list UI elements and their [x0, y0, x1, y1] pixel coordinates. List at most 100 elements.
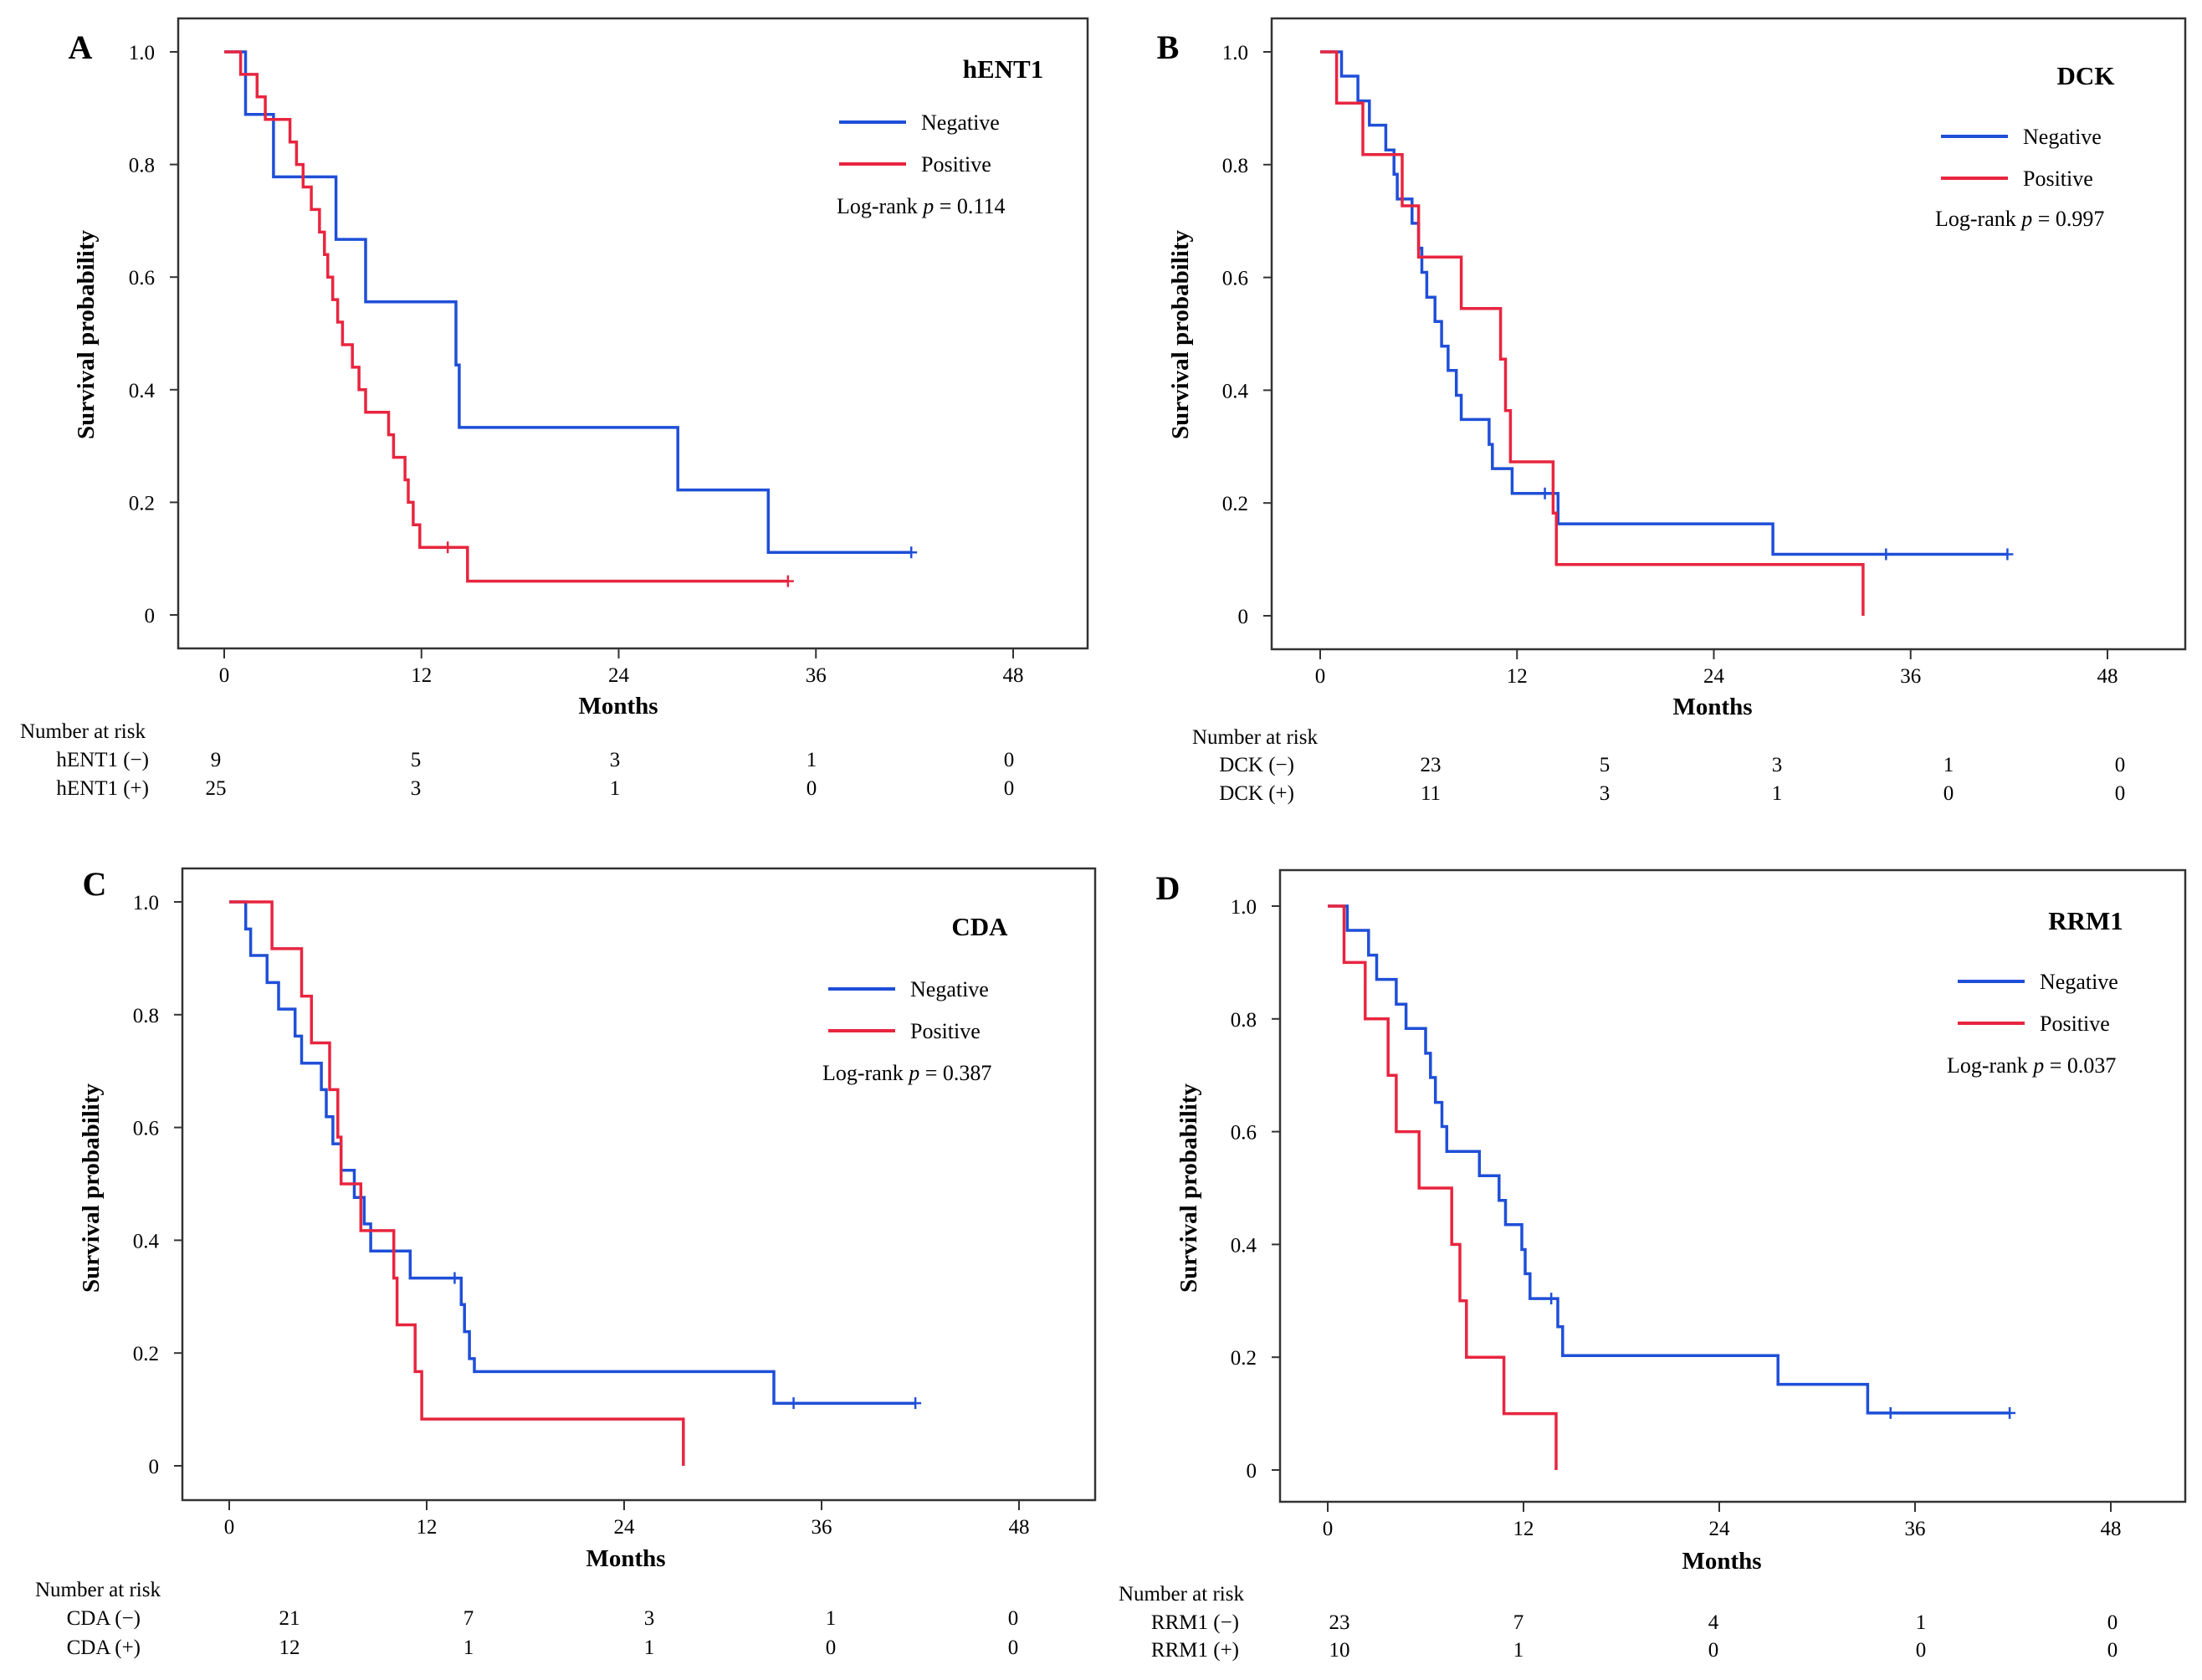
legend-label: Negative — [921, 110, 1000, 135]
risk-count: 25 — [206, 777, 227, 800]
risk-count: 0 — [1008, 1636, 1019, 1659]
y-tick-label: 0.8 — [133, 1005, 159, 1027]
plot-frame — [1278, 868, 2187, 1503]
log-rank-pvalue: Log-rank p = 0.387 — [822, 1061, 991, 1085]
log-rank-pvalue: Log-rank p = 0.114 — [837, 194, 1005, 218]
x-tick-label: 0 — [224, 1516, 235, 1539]
panel-d: D 0 12 24 36 48 0 0.2 0.4 0.6 0.8 1.0 Months Survival… — [1119, 868, 2187, 1662]
x-tick-label: 24 — [608, 664, 630, 687]
chart-title: CDA — [951, 912, 1008, 941]
x-tick-label: 48 — [1009, 1516, 1030, 1539]
risk-count: 7 — [1513, 1611, 1524, 1634]
risk-count: 23 — [1329, 1611, 1350, 1634]
risk-count: 5 — [1600, 754, 1611, 776]
y-tick-label: 0 — [149, 1456, 160, 1478]
x-tick-label: 36 — [806, 664, 827, 687]
risk-row-label: DCK (−) — [1219, 754, 1294, 776]
panel-a: A 0 12 24 36 48 0 0.2 0.4 0.6 0.8 1.0 Months Survival… — [20, 17, 1089, 800]
x-axis-label: Months — [578, 693, 658, 720]
y-tick-label: 1.0 — [133, 892, 159, 914]
censor-mark — [1880, 548, 1892, 561]
y-tick-label: 0.4 — [133, 1230, 160, 1252]
risk-row-label: RRM1 (+) — [1151, 1639, 1239, 1662]
risk-count: 10 — [1329, 1639, 1350, 1662]
risk-count: 1 — [463, 1636, 474, 1659]
y-tick-label: 0 — [1238, 606, 1249, 628]
censor-mark — [2001, 548, 2014, 561]
risk-count: 0 — [1916, 1639, 1927, 1662]
censor-mark — [1545, 1293, 1558, 1305]
y-tick-label: 0 — [145, 605, 156, 627]
y-tick-label: 0.4 — [1222, 380, 1249, 402]
plot-frame — [1270, 17, 2187, 651]
y-axis-label: Survival probability — [78, 1083, 105, 1293]
x-axis-label: Months — [1682, 1548, 1761, 1575]
survival-curve-positive — [229, 900, 685, 1466]
y-tick-label: 0.2 — [133, 1343, 159, 1365]
censor-mark — [442, 541, 454, 554]
panel-c: C 0 12 24 36 48 0 0.2 0.4 0.6 0.8 1.0 Months Survival… — [35, 865, 1097, 1659]
risk-count: 1 — [1916, 1611, 1927, 1634]
x-axis-label: Months — [1672, 694, 1752, 720]
y-tick-label: 0.6 — [133, 1118, 159, 1140]
censor-mark — [781, 575, 794, 587]
risk-table-heading: Number at risk — [35, 1579, 161, 1601]
risk-count: 21 — [279, 1607, 300, 1630]
risk-count: 1 — [826, 1607, 837, 1630]
x-tick-label: 12 — [1513, 1518, 1534, 1540]
risk-count: 0 — [1708, 1639, 1719, 1662]
survival-curve-positive — [224, 50, 788, 583]
y-axis-label: Survival probability — [1175, 1083, 1202, 1293]
y-axis-label: Survival probability — [73, 229, 100, 439]
risk-count: 5 — [411, 749, 422, 771]
panel-letter: D — [1156, 869, 1180, 907]
risk-count: 4 — [1708, 1611, 1719, 1634]
chart-title: DCK — [2057, 61, 2115, 90]
risk-count: 12 — [279, 1636, 300, 1659]
survival-curve-negative — [224, 50, 912, 555]
risk-row-label: RRM1 (−) — [1151, 1611, 1239, 1634]
risk-count: 3 — [644, 1607, 655, 1630]
panel-letter: B — [1157, 28, 1180, 66]
risk-count: 9 — [211, 749, 222, 771]
x-tick-label: 12 — [411, 664, 432, 687]
risk-row-label: DCK (+) — [1219, 782, 1294, 805]
panel-b: B 0 12 24 36 48 0 0.2 0.4 0.6 0.8 1.0 Months Survival… — [1157, 17, 2187, 805]
y-tick-label: 0.8 — [1231, 1009, 1257, 1032]
legend-label: Positive — [910, 1019, 981, 1043]
risk-count: 1 — [807, 749, 817, 771]
censor-mark — [448, 1272, 461, 1284]
risk-count: 7 — [463, 1607, 474, 1630]
survival-curve-positive — [1320, 50, 1865, 616]
risk-row-label: hENT1 (−) — [56, 749, 149, 771]
censor-mark — [2004, 1406, 2016, 1419]
risk-row-label: CDA (+) — [67, 1636, 141, 1659]
log-rank-pvalue: Log-rank p = 0.037 — [1947, 1053, 2116, 1078]
x-tick-label: 36 — [812, 1516, 832, 1539]
y-tick-label: 1.0 — [129, 42, 155, 64]
y-tick-label: 0.6 — [1222, 268, 1248, 290]
y-tick-label: 1.0 — [1222, 42, 1248, 64]
x-tick-label: 24 — [614, 1516, 636, 1539]
survival-curve-negative — [1320, 50, 2008, 556]
y-tick-label: 0 — [1247, 1460, 1257, 1483]
legend-label: Positive — [2023, 166, 2093, 191]
risk-count: 3 — [411, 777, 422, 800]
y-tick-label: 0.2 — [1231, 1347, 1257, 1370]
y-tick-label: 0.2 — [129, 492, 155, 515]
chart-title: RRM1 — [2048, 906, 2123, 935]
y-tick-label: 0.4 — [1231, 1234, 1257, 1257]
risk-count: 1 — [610, 777, 621, 800]
plot-frame — [181, 867, 1097, 1502]
y-tick-label: 0.2 — [1222, 493, 1248, 515]
x-tick-label: 0 — [1315, 665, 1326, 688]
y-tick-label: 1.0 — [1231, 896, 1257, 919]
chart-title: hENT1 — [963, 54, 1043, 84]
risk-count: 1 — [1513, 1639, 1524, 1662]
x-tick-label: 48 — [2097, 665, 2118, 688]
x-tick-label: 24 — [1709, 1518, 1731, 1540]
x-tick-label: 0 — [219, 664, 230, 687]
risk-table-heading: Number at risk — [1119, 1583, 1244, 1606]
risk-count: 23 — [1421, 754, 1442, 776]
